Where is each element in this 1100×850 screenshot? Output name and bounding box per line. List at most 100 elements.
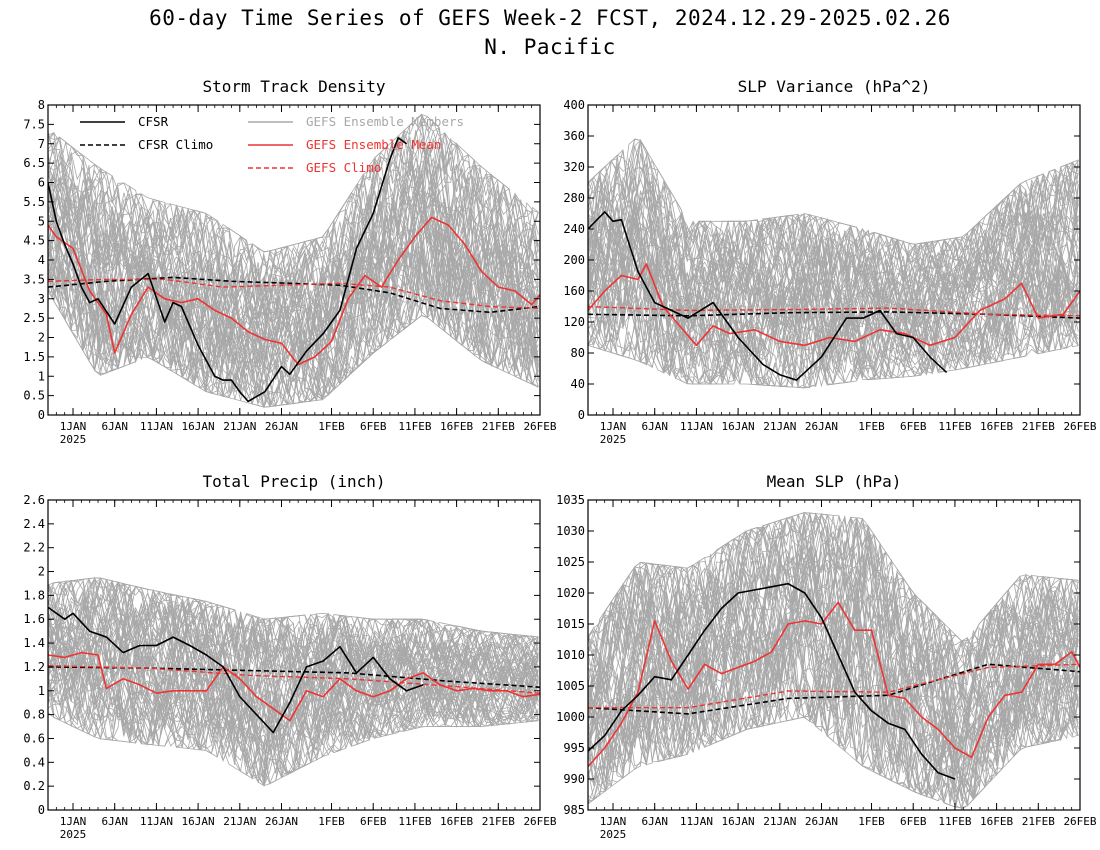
x-tick-label: 11FEB — [398, 420, 431, 433]
member-line — [588, 266, 1079, 381]
ensemble-members — [588, 512, 1079, 810]
x-tick-label: 26JAN — [265, 815, 298, 828]
plot-area — [48, 113, 540, 409]
member-line — [48, 662, 539, 779]
figure-title-line2: N. Pacific — [484, 35, 616, 59]
member-line — [588, 512, 1079, 711]
member-line — [588, 139, 1079, 293]
y-tick-label: 360 — [563, 129, 585, 143]
y-tick-label: 2.6 — [23, 493, 45, 507]
member-line — [588, 189, 1079, 356]
member-line — [48, 583, 539, 701]
y-tick-label: 8 — [38, 98, 45, 112]
x-tick-label: 1JAN — [60, 420, 87, 433]
series-gefs-ensemble-mean — [48, 216, 540, 366]
y-tick-label: 0 — [578, 408, 585, 422]
y-tick-label: 7.5 — [23, 117, 45, 131]
member-line — [48, 581, 539, 714]
member-line — [588, 604, 1079, 804]
series-gefs-ensemble-mean — [588, 263, 1080, 347]
x-tick-label: 6JAN — [641, 815, 668, 828]
y-tick-label: 80 — [571, 346, 585, 360]
y-tick-label: 0 — [38, 803, 45, 817]
member-line — [48, 578, 539, 671]
member-line — [48, 627, 539, 778]
member-line — [588, 213, 1079, 365]
y-tick-label: 4 — [38, 253, 45, 267]
x-tick-label: 26FEB — [523, 420, 556, 433]
member-line — [588, 210, 1079, 336]
x-tick-label: 1FEB — [318, 420, 345, 433]
x-tick-label: 21JAN — [763, 815, 796, 828]
y-tick-label: 1030 — [556, 524, 585, 538]
series-gefs-climo — [588, 663, 1080, 709]
x-tick-label: 6FEB — [900, 420, 927, 433]
y-tick-label: 0 — [38, 408, 45, 422]
member-line — [48, 140, 539, 339]
y-tick-label: 1025 — [556, 555, 585, 569]
y-tick-label: 200 — [563, 253, 585, 267]
legend: CFSR CFSR Climo GEFS Ensemble Members GEFS … — [80, 114, 464, 175]
y-tick-label: 1005 — [556, 679, 585, 693]
x-tick-label: 1FEB — [858, 815, 885, 828]
member-line — [48, 144, 539, 348]
x-tick-label: 11JAN — [140, 815, 173, 828]
x-tick-label: 26FEB — [523, 815, 556, 828]
panel-2: SLP Variance (hPa^2) 0 40 80 120 160 200 240 280… — [563, 77, 1097, 446]
y-tick-label: 995 — [563, 741, 585, 755]
x-tick-label: 26JAN — [805, 420, 838, 433]
y-tick-label: 0.4 — [23, 755, 45, 769]
x-tick-label: 26FEB — [1063, 420, 1096, 433]
plot-area — [588, 138, 1080, 389]
legend-label: GEFS Ensemble Mean — [306, 137, 441, 152]
member-line — [48, 121, 539, 305]
x-tick-label: 26JAN — [265, 420, 298, 433]
x-tick-label: 6JAN — [101, 420, 128, 433]
series-gefs-climo — [48, 665, 540, 694]
series-cfsr — [588, 211, 948, 381]
x-tick-label: 26JAN — [805, 815, 838, 828]
x-tick-label: 26FEB — [1063, 815, 1096, 828]
member-line — [588, 177, 1079, 309]
member-line — [588, 512, 1079, 703]
y-tick-label: 1035 — [556, 493, 585, 507]
x-tick-label: 11FEB — [938, 815, 971, 828]
y-tick-label: 5.5 — [23, 195, 45, 209]
ensemble-members — [588, 138, 1079, 389]
x-tick-label: 21FEB — [1022, 420, 1055, 433]
member-line — [48, 660, 539, 776]
x-tick-label: 6JAN — [641, 420, 668, 433]
member-line — [48, 593, 539, 738]
y-tick-label: 240 — [563, 222, 585, 236]
member-line — [48, 592, 539, 687]
member-line — [48, 650, 539, 778]
y-tick-label: 0.5 — [23, 389, 45, 403]
y-tick-label: 2.2 — [23, 541, 45, 555]
y-tick-label: 280 — [563, 191, 585, 205]
y-tick-label: 40 — [571, 377, 585, 391]
member-line — [48, 589, 539, 750]
x-tick-label: 16JAN — [182, 815, 215, 828]
member-line — [48, 261, 539, 408]
y-tick-label: 2 — [38, 331, 45, 345]
member-line — [588, 517, 1079, 683]
panel-title: Storm Track Density — [202, 77, 385, 96]
member-line — [48, 164, 539, 372]
y-tick-label: 990 — [563, 772, 585, 786]
member-line — [588, 614, 1079, 806]
x-year-label: 2025 — [60, 433, 87, 446]
legend-label: GEFS Climo — [306, 160, 381, 175]
y-tick-label: 2 — [38, 565, 45, 579]
y-tick-label: 1015 — [556, 617, 585, 631]
y-tick-label: 1 — [38, 684, 45, 698]
member-line — [48, 653, 539, 787]
member-line — [588, 540, 1079, 723]
figure-title: 60-day Time Series of GEFS Week-2 FCST, … — [0, 4, 1100, 62]
y-tick-label: 0.8 — [23, 708, 45, 722]
x-tick-label: 16JAN — [182, 420, 215, 433]
panel-title: Total Precip (inch) — [202, 472, 385, 491]
x-tick-label: 1FEB — [318, 815, 345, 828]
series-gefs-ensemble-mean — [48, 651, 540, 722]
member-line — [48, 670, 539, 779]
x-tick-label: 21FEB — [482, 420, 515, 433]
